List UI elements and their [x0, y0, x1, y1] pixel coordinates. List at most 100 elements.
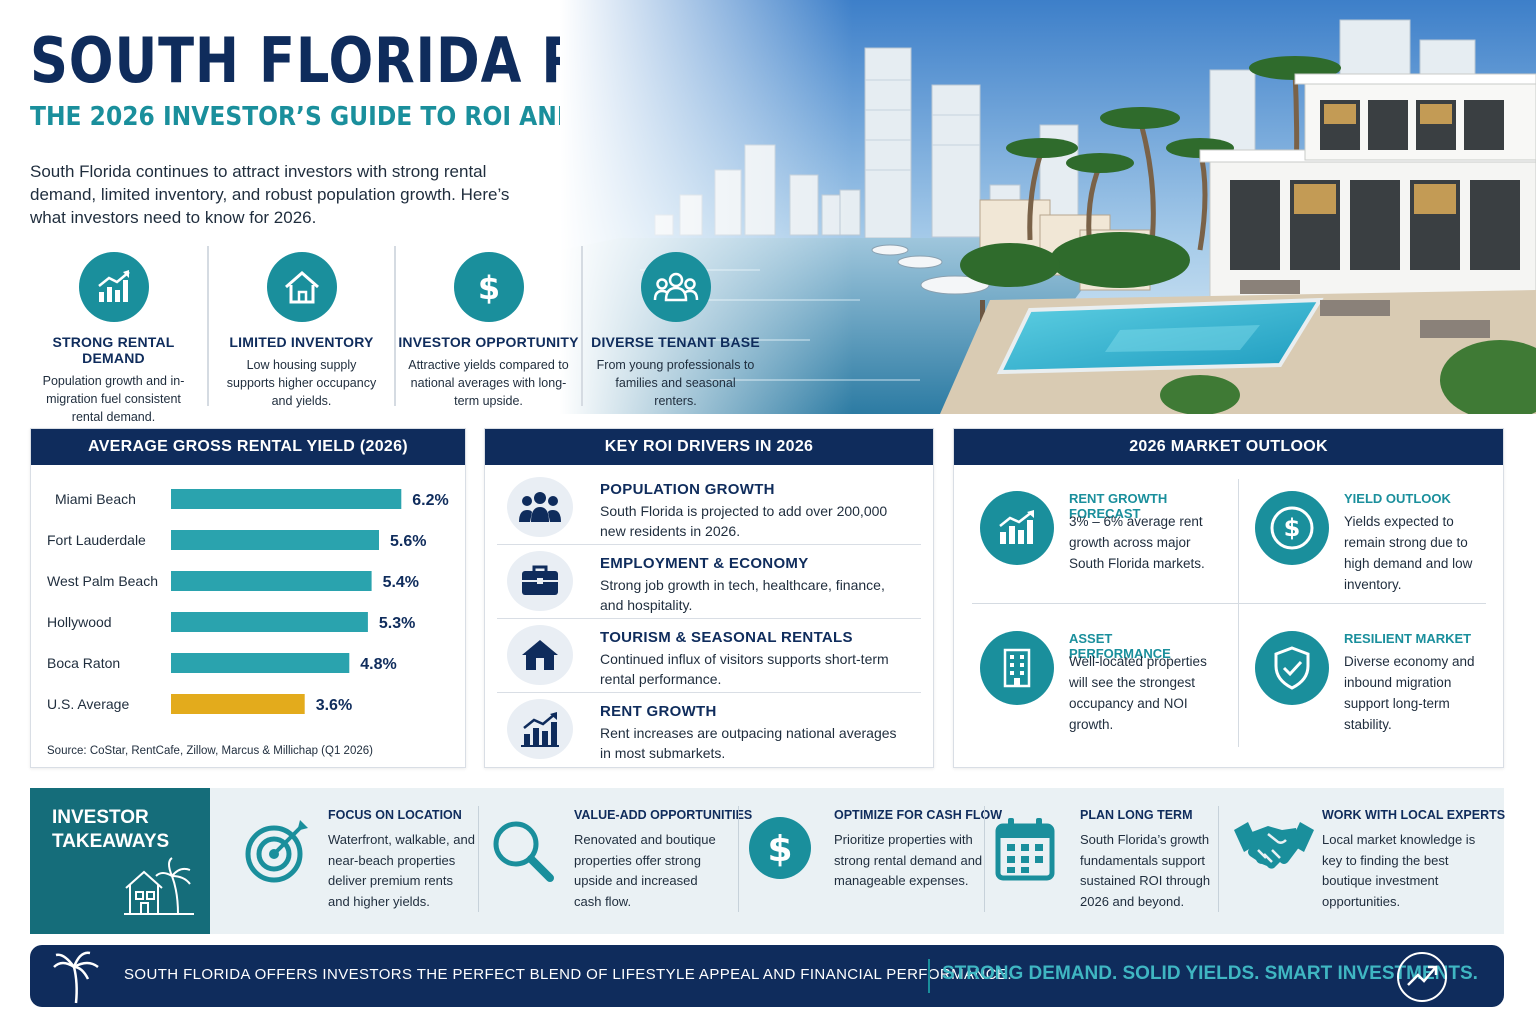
shield-check-icon	[1255, 631, 1329, 705]
feature-title: LIMITED INVENTORY	[229, 334, 374, 350]
takeaway-value-add: VALUE-ADD OPPORTUNITIES Renovated and bo…	[466, 788, 752, 934]
bar-category-label: Fort Lauderdale	[47, 532, 146, 548]
takeaways-title: INVESTOR TAKEAWAYS	[52, 806, 169, 854]
feature-title: STRONG RENTAL DEMAND	[52, 334, 175, 366]
driver-text: Strong job growth in tech, healthcare, f…	[600, 577, 885, 613]
feature-investor-opportunity: $ INVESTOR OPPORTUNITY Attractive yields…	[394, 246, 581, 408]
feature-title: DIVERSE TENANT BASE	[591, 334, 760, 350]
bar-value-label: 6.2%	[412, 492, 448, 509]
banner-tagline: STRONG DEMAND. SOLID YIELDS. SMART INVES…	[942, 963, 1478, 984]
driver-text: South Florida is projected to add over 2…	[600, 503, 888, 539]
market-outlook-title: 2026 MARKET OUTLOOK	[954, 429, 1503, 465]
house-icon	[266, 252, 337, 322]
bar-category-label: Miami Beach	[55, 491, 136, 507]
outlook-resilient-market: RESILIENT MARKET Diverse economy and inb…	[1229, 619, 1489, 749]
bar-miami-beach	[171, 489, 402, 509]
bar-category-label: West Palm Beach	[47, 573, 158, 589]
svg-text:$: $	[477, 269, 499, 307]
driver-rent-growth: RENT GROWTH Rent increases are outpacing…	[497, 693, 921, 767]
bar-value-label: 5.3%	[379, 615, 415, 632]
takeaways-title-line2: TAKEAWAYS	[52, 831, 170, 852]
dollar-icon: $	[453, 252, 524, 322]
house-palm-icon	[124, 857, 194, 915]
feature-text: Low housing supply supports higher occup…	[226, 358, 377, 408]
outlook-item-text: Diverse economy and inbound migration su…	[1344, 654, 1475, 732]
takeaway-divider	[1218, 806, 1219, 912]
takeaway-text: Renovated and boutique properties offer …	[574, 832, 716, 909]
banner-divider	[928, 959, 930, 993]
bar-fort-lauderdale	[171, 530, 379, 550]
outlook-rent-growth-forecast: RENT GROWTH FORECAST 3% – 6% average ren…	[954, 479, 1214, 609]
bar-value-label: 5.6%	[390, 533, 426, 550]
driver-text: Rent increases are outpacing national av…	[600, 725, 897, 761]
feature-limited-inventory: LIMITED INVENTORY Low housing supply sup…	[207, 246, 394, 408]
outlook-item-title: ASSET PERFORMANCE	[1069, 631, 1171, 661]
rent-growth-chart-icon	[507, 699, 573, 759]
takeaway-plan-long-term: PLAN LONG TERM South Florida’s growth fu…	[972, 788, 1228, 934]
driver-title: EMPLOYMENT & ECONOMY	[600, 555, 809, 572]
takeaway-text: Local market knowledge is key to finding…	[1322, 832, 1476, 909]
feature-text: Attractive yields compared to national a…	[408, 358, 569, 408]
driver-title: RENT GROWTH	[600, 703, 717, 720]
feature-text: From young professionals to families and…	[596, 358, 755, 408]
takeaway-cash-flow: $ OPTIMIZE FOR CASH FLOW Prioritize prop…	[726, 788, 1002, 934]
driver-title: TOURISM & SEASONAL RENTALS	[600, 629, 853, 646]
bar-u-s-average	[171, 694, 305, 714]
driver-tourism-seasonal: TOURISM & SEASONAL RENTALS Continued inf…	[497, 619, 921, 693]
takeaway-focus-on-location: FOCUS ON LOCATION Waterfront, walkable, …	[220, 788, 476, 934]
feature-title: INVESTOR OPPORTUNITY	[398, 334, 579, 350]
hero-image	[560, 0, 1536, 414]
house-icon	[507, 625, 573, 685]
people-icon	[640, 252, 711, 322]
banner-message: SOUTH FLORIDA OFFERS INVESTORS THE PERFE…	[124, 966, 1012, 983]
takeaway-divider	[738, 806, 739, 912]
yield-panel-title: AVERAGE GROSS RENTAL YIELD (2026)	[31, 429, 465, 465]
feature-diverse-tenant-base: DIVERSE TENANT BASE From young professio…	[581, 246, 768, 408]
driver-population-growth: POPULATION GROWTH South Florida is proje…	[497, 471, 921, 545]
takeaway-local-experts: WORK WITH LOCAL EXPERTS Local market kno…	[1226, 788, 1505, 934]
palm-tree-icon	[53, 951, 99, 1004]
outlook-yield-outlook: $ YIELD OUTLOOK Yields expected to remai…	[1229, 479, 1489, 609]
bar-category-label: Hollywood	[47, 614, 112, 630]
bar-category-label: U.S. Average	[47, 696, 129, 712]
bar-category-label: Boca Raton	[47, 655, 120, 671]
svg-text:$: $	[767, 829, 792, 870]
roi-drivers-title: KEY ROI DRIVERS IN 2026	[485, 429, 933, 465]
takeaway-title: VALUE-ADD OPPORTUNITIES	[574, 808, 753, 822]
intro-text: South Florida continues to attract inves…	[30, 162, 510, 227]
calendar-icon	[994, 816, 1058, 887]
bar-hollywood	[171, 612, 368, 632]
outlook-item-text: Yields expected to remain strong due to …	[1344, 514, 1473, 592]
takeaway-divider	[984, 806, 985, 912]
takeaway-divider	[478, 806, 479, 912]
building-icon	[980, 631, 1054, 705]
yield-panel: AVERAGE GROSS RENTAL YIELD (2026) Miami …	[30, 428, 466, 768]
takeaway-title: WORK WITH LOCAL EXPERTS	[1322, 808, 1506, 822]
svg-text:$: $	[1284, 514, 1301, 542]
dollar-coin-icon: $	[1255, 491, 1329, 565]
takeaways-title-line1: INVESTOR	[52, 807, 149, 828]
takeaway-title: OPTIMIZE FOR CASH FLOW	[834, 808, 1003, 822]
outlook-item-text: 3% – 6% average rent growth across major…	[1069, 514, 1205, 571]
outlook-item-text: Well-located properties will see the str…	[1069, 654, 1207, 732]
takeaway-text: Prioritize properties with strong rental…	[834, 832, 983, 888]
outlook-item-title: RENT GROWTH FORECAST	[1069, 491, 1168, 521]
driver-text: Continued influx of visitors supports sh…	[600, 651, 889, 687]
outlook-divider-horizontal	[972, 603, 1486, 604]
bar-value-label: 4.8%	[360, 656, 396, 673]
takeaways-header: INVESTOR TAKEAWAYS	[30, 788, 210, 934]
takeaway-text: South Florida’s growth fundamentals supp…	[1080, 832, 1211, 909]
driver-employment-economy: EMPLOYMENT & ECONOMY Strong job growth i…	[497, 545, 921, 619]
outlook-asset-performance: ASSET PERFORMANCE Well-located propertie…	[954, 619, 1214, 749]
trend-up-icon	[1397, 952, 1447, 1002]
outlook-item-title: YIELD OUTLOOK	[1344, 491, 1451, 506]
feature-row: STRONG RENTAL DEMAND Population growth a…	[20, 246, 790, 424]
takeaway-title: PLAN LONG TERM	[1080, 808, 1193, 822]
market-outlook-panel: 2026 MARKET OUTLOOK RENT GROWTH FORECAST…	[953, 428, 1504, 768]
investor-takeaways: INVESTOR TAKEAWAYS FOCUS ON LOCATION Wat…	[30, 788, 1505, 934]
dollar-icon: $	[748, 816, 812, 885]
outlook-item-title: RESILIENT MARKET	[1344, 631, 1472, 646]
driver-title: POPULATION GROWTH	[600, 481, 775, 498]
magnifier-icon	[488, 816, 558, 891]
bar-value-label: 5.4%	[383, 574, 419, 591]
